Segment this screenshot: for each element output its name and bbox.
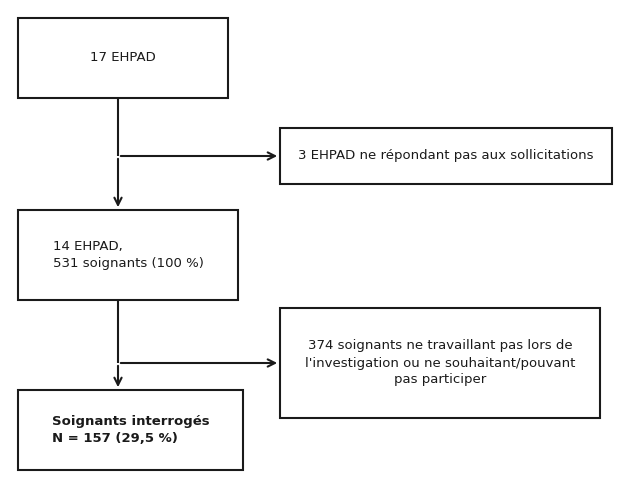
Text: Soignants interrogés
N = 157 (29,5 %): Soignants interrogés N = 157 (29,5 %)	[52, 415, 209, 445]
Text: 374 soignants ne travaillant pas lors de
l'investigation ou ne souhaitant/pouvan: 374 soignants ne travaillant pas lors de…	[305, 339, 575, 386]
Text: 14 EHPAD,
531 soignants (100 %): 14 EHPAD, 531 soignants (100 %)	[53, 240, 204, 270]
Text: 17 EHPAD: 17 EHPAD	[90, 52, 156, 64]
Bar	[18, 210, 238, 300]
Bar	[18, 18, 228, 98]
Bar	[280, 308, 600, 418]
Bar	[18, 390, 243, 470]
Bar	[280, 128, 612, 184]
Text: 3 EHPAD ne répondant pas aux sollicitations: 3 EHPAD ne répondant pas aux sollicitati…	[298, 149, 594, 163]
